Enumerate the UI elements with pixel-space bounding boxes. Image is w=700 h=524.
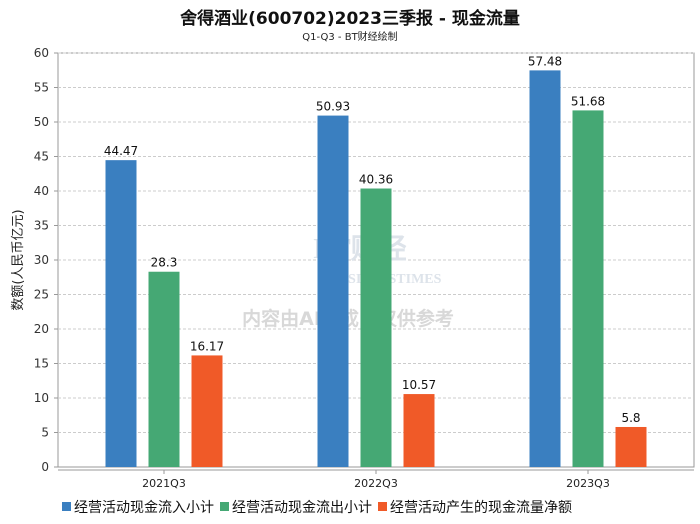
data-label: 44.47: [104, 144, 138, 158]
y-tick-label: 55: [34, 81, 49, 95]
y-tick-label: 40: [34, 184, 49, 198]
legend-swatch-2: [220, 502, 229, 511]
data-label: 28.3: [151, 256, 178, 270]
data-label: 51.68: [571, 94, 605, 108]
chart-title: 舍得酒业(600702)2023三季报 - 现金流量: [180, 9, 520, 29]
bar-3: [403, 394, 435, 467]
legend-label-1: 经营活动现金流入小计: [74, 500, 214, 516]
legend-swatch-1: [62, 502, 71, 511]
y-tick-label: 45: [34, 150, 49, 164]
chart-subtitle: Q1-Q3 - BT财经绘制: [302, 32, 398, 43]
data-label: 40.36: [359, 173, 393, 187]
y-tick-label: 0: [41, 460, 49, 474]
bar-3: [615, 426, 647, 467]
data-label: 10.57: [402, 378, 436, 392]
y-tick-label: 25: [34, 288, 49, 302]
y-tick-label: 5: [41, 426, 49, 440]
legend-swatch-3: [378, 502, 387, 511]
data-label: 50.93: [316, 100, 350, 114]
y-tick-label: 10: [34, 391, 49, 405]
data-label: 57.48: [528, 54, 562, 68]
data-label: 5.8: [621, 411, 640, 425]
y-tick-label: 60: [34, 46, 49, 60]
y-tick-label: 50: [34, 115, 49, 129]
bar-3: [191, 355, 223, 467]
y-axis-label: 数额(人民币亿元): [11, 209, 26, 310]
bar-2: [148, 271, 180, 467]
bar-1: [529, 70, 561, 467]
data-label: 16.17: [190, 339, 224, 353]
bar-1: [105, 160, 137, 468]
bar-2: [572, 110, 604, 468]
x-tick-label: 2023Q3: [566, 477, 610, 490]
legend-label-2: 经营活动现金流出小计: [232, 500, 372, 516]
legend-label-3: 经营活动产生的现金流量净额: [390, 500, 572, 516]
x-tick-label: 2021Q3: [142, 477, 186, 490]
bar-1: [317, 115, 349, 467]
y-tick-label: 15: [34, 357, 49, 371]
y-tick-label: 35: [34, 219, 49, 233]
y-tick-label: 30: [34, 253, 49, 267]
y-tick-label: 20: [34, 322, 49, 336]
x-tick-label: 2022Q3: [354, 477, 398, 490]
bar-2: [360, 188, 392, 468]
